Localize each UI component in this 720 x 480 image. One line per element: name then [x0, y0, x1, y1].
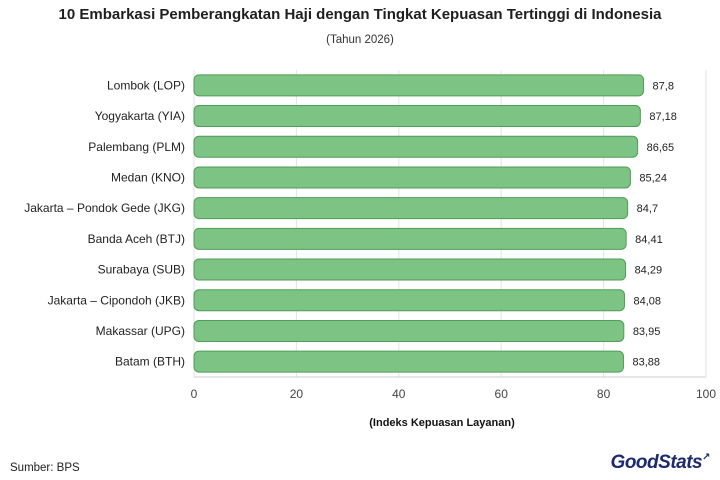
bar	[193, 350, 624, 373]
bar	[193, 319, 625, 342]
category-label: Jakarta – Pondok Gede (JKG)	[24, 201, 185, 215]
bar	[193, 105, 641, 128]
data-label: 87,8	[653, 80, 674, 92]
bar	[193, 258, 627, 281]
data-label: 84,29	[635, 265, 663, 277]
data-label: 87,18	[649, 111, 677, 123]
x-tick-label: 100	[696, 387, 716, 401]
x-tick-label: 0	[191, 387, 198, 401]
data-label: 85,24	[639, 172, 667, 184]
category-label: Lombok (LOP)	[107, 78, 185, 92]
category-label: Makassar (UPG)	[96, 324, 185, 338]
bar-chart: 0 20 40 60 80 100 Lombok (LOP) 87,8 Yogyakarta (…	[24, 70, 716, 429]
chart-subtitle: (Tahun 2026)	[326, 34, 394, 46]
data-label: 84,7	[637, 203, 658, 215]
category-label: Jakarta – Cipondoh (JKB)	[48, 293, 185, 307]
x-tick-label: 20	[290, 387, 304, 401]
chart-spark-icon: ↗	[702, 452, 710, 463]
bar	[193, 135, 639, 158]
logo-text: GoodStats	[610, 452, 703, 473]
category-label: Medan (KNO)	[111, 170, 185, 184]
bar	[193, 289, 625, 312]
chart-title: 10 Embarkasi Pemberangkatan Haji dengan …	[58, 6, 662, 23]
category-label: Palembang (PLM)	[88, 140, 185, 154]
data-label: 84,41	[635, 234, 663, 246]
goodstats-logo: GoodStats↗	[610, 452, 711, 474]
x-tick-label: 40	[392, 387, 406, 401]
x-axis-title: (Indeks Kepuasan Layanan)	[369, 417, 515, 429]
bar	[193, 197, 629, 220]
bar	[193, 74, 645, 97]
data-label: 83,88	[632, 357, 660, 369]
data-label: 86,65	[647, 142, 675, 154]
category-label: Banda Aceh (BTJ)	[88, 232, 185, 246]
source-note: Sumber: BPS	[10, 462, 80, 474]
x-tick-label: 80	[597, 387, 611, 401]
category-label: Batam (BTH)	[115, 355, 185, 369]
bar	[193, 227, 627, 250]
category-label: Yogyakarta (YIA)	[95, 109, 185, 123]
data-label: 83,95	[633, 326, 661, 338]
data-label: 84,08	[633, 295, 661, 307]
x-tick-label: 60	[495, 387, 509, 401]
bar	[193, 166, 631, 189]
category-label: Surabaya (SUB)	[98, 263, 185, 277]
